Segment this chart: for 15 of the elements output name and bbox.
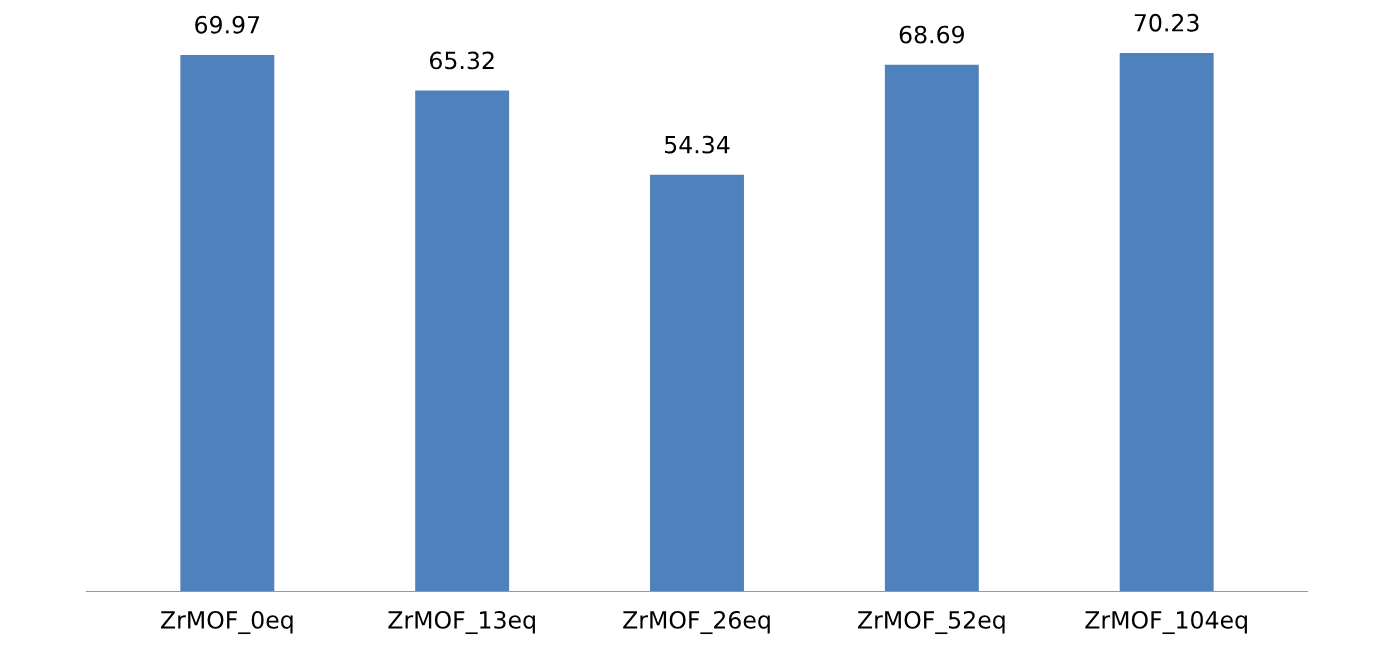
bar: [1119, 52, 1214, 592]
bar: [415, 90, 510, 592]
x-tick-label: ZrMOF_26eq: [623, 610, 770, 635]
bar: [884, 64, 979, 592]
data-label: 70.23: [1134, 13, 1199, 32]
x-tick-label: ZrMOF_104eq: [1085, 610, 1247, 635]
data-label: 65.32: [430, 51, 494, 70]
x-tick-label: ZrMOF_13eq: [388, 610, 535, 635]
data-label: 54.34: [665, 135, 730, 154]
x-tick-label: ZrMOF_0eq: [161, 610, 293, 635]
data-label: 69.97: [195, 15, 260, 34]
data-label: 68.69: [899, 25, 964, 44]
bar: [180, 54, 275, 592]
x-tick-label: ZrMOF_52eq: [858, 610, 1005, 635]
bar: [650, 174, 744, 592]
